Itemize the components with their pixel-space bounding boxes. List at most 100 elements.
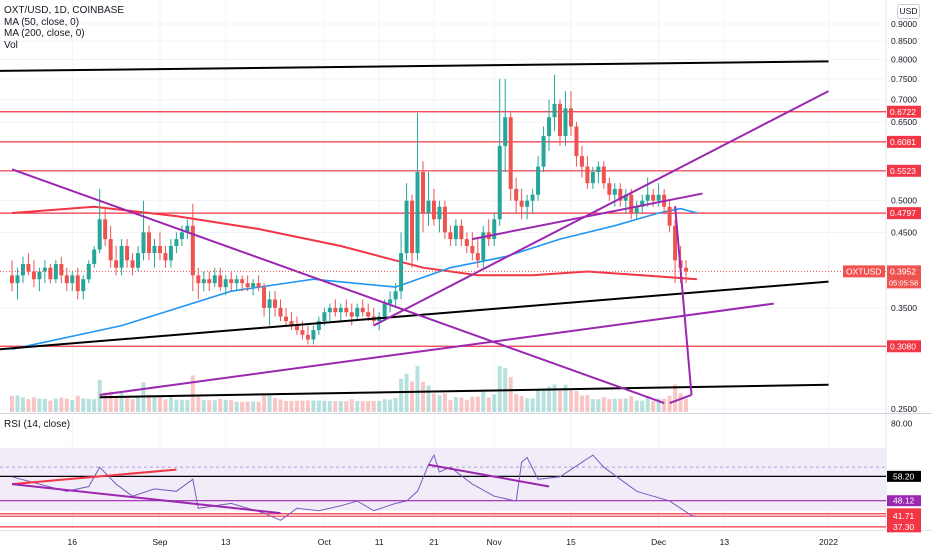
volume-bar: [645, 396, 650, 412]
price-level-badge-text: 0.4797: [890, 208, 916, 218]
volume-bar: [147, 394, 151, 412]
candle-body: [147, 232, 151, 254]
volume-bar: [284, 400, 288, 412]
candle-body: [31, 271, 36, 280]
time-tick-label: 2022: [819, 537, 838, 547]
rsi-trendline: [11, 483, 281, 515]
volume-bar: [273, 398, 278, 412]
black-trendline: [99, 383, 829, 399]
volume-bar: [168, 396, 173, 412]
volume-bar: [262, 395, 267, 412]
currency-badge[interactable]: USD: [897, 4, 920, 19]
rsi-trendline: [428, 463, 550, 488]
candle-body: [26, 264, 31, 272]
candle-body: [607, 183, 612, 195]
candle-body: [20, 264, 25, 276]
volume-bar: [130, 399, 135, 412]
volume-bar: [251, 401, 256, 412]
price-level-badge: [887, 164, 921, 177]
price-level-badge: [887, 207, 921, 220]
ma50-legend[interactable]: MA (50, close, 0): [4, 16, 80, 28]
volume-bar: [585, 395, 590, 412]
candle-body: [333, 307, 338, 313]
volume-bar: [382, 399, 387, 412]
vol-legend[interactable]: Vol: [4, 39, 18, 51]
symbol-title[interactable]: OXT/USD, 1D, COINBASE: [4, 5, 125, 16]
volume-bar: [103, 392, 108, 412]
volume-bar: [294, 400, 299, 412]
candle-body: [453, 225, 458, 240]
candle-body: [70, 275, 75, 284]
volume-bar: [42, 398, 47, 412]
candle-body: [388, 299, 393, 304]
volume-bar: [579, 395, 584, 412]
candle-body: [125, 246, 130, 261]
volume-bar: [316, 400, 321, 412]
ticker-badge-text: OXTUSD: [846, 266, 881, 276]
candle-body: [519, 200, 524, 207]
volume-bar: [26, 399, 31, 412]
volume-bar: [623, 398, 628, 412]
candle-body: [196, 275, 201, 284]
volume-bar: [453, 397, 458, 412]
black-trendline: [0, 280, 829, 351]
volume-bar: [558, 390, 562, 412]
volume-bar: [508, 377, 513, 412]
price-level-badge-text: 0.3080: [890, 341, 916, 351]
ma200-legend[interactable]: MA (200, close, 0): [4, 28, 85, 39]
volume-bar: [568, 390, 573, 412]
candle-body: [294, 325, 299, 331]
candle-body: [442, 206, 447, 233]
volume-bar: [31, 397, 36, 412]
candle-body: [547, 117, 552, 137]
volume-bar: [207, 400, 212, 412]
volume-bar: [618, 398, 623, 412]
candle-body: [322, 312, 327, 322]
price-tick-label: 0.9000: [891, 19, 917, 29]
price-level-badge-text: 0.6722: [890, 107, 916, 117]
rsi-level-badge-text: 37.30: [893, 522, 915, 532]
volume-bar: [256, 401, 261, 412]
volume-bar: [108, 391, 113, 412]
candle-body: [618, 188, 623, 201]
volume-bar: [157, 396, 162, 412]
candle-body: [53, 264, 58, 280]
candle-body: [590, 172, 595, 184]
candle-body: [508, 117, 513, 189]
volume-bar: [305, 400, 310, 412]
volume-bar: [640, 400, 645, 412]
countdown-text: 05:05:58: [889, 278, 918, 287]
candle-body: [673, 225, 678, 261]
volume-bar: [119, 393, 124, 412]
candle-body: [426, 200, 431, 213]
price-level-badge-text: 0.6081: [890, 137, 916, 147]
volume-bar: [289, 400, 294, 412]
volume-bar: [410, 381, 415, 412]
candle-body: [157, 246, 162, 254]
candle-body: [503, 117, 508, 146]
price-tick-label: 0.4500: [891, 227, 917, 237]
candle-body: [634, 206, 639, 213]
purple-trendline: [674, 206, 693, 395]
candle-body: [278, 307, 283, 317]
candle-body: [212, 275, 217, 284]
volume-bar: [229, 400, 234, 412]
volume-bar: [59, 397, 64, 412]
volume-bar: [163, 399, 168, 412]
candle-body: [229, 279, 234, 284]
candle-body: [327, 307, 332, 313]
candle-body: [234, 279, 239, 284]
volume-bar: [355, 400, 360, 412]
candle-body: [168, 246, 173, 261]
rsi-level-badge: [887, 521, 921, 533]
candle-body: [262, 287, 267, 308]
rsi-legend[interactable]: RSI (14, close): [4, 419, 71, 430]
candle-body: [382, 303, 387, 317]
candle-body: [656, 194, 661, 201]
candle-body: [119, 246, 124, 268]
volume-bar: [360, 401, 365, 412]
candle-body: [623, 194, 628, 201]
volume-bar: [344, 401, 349, 412]
